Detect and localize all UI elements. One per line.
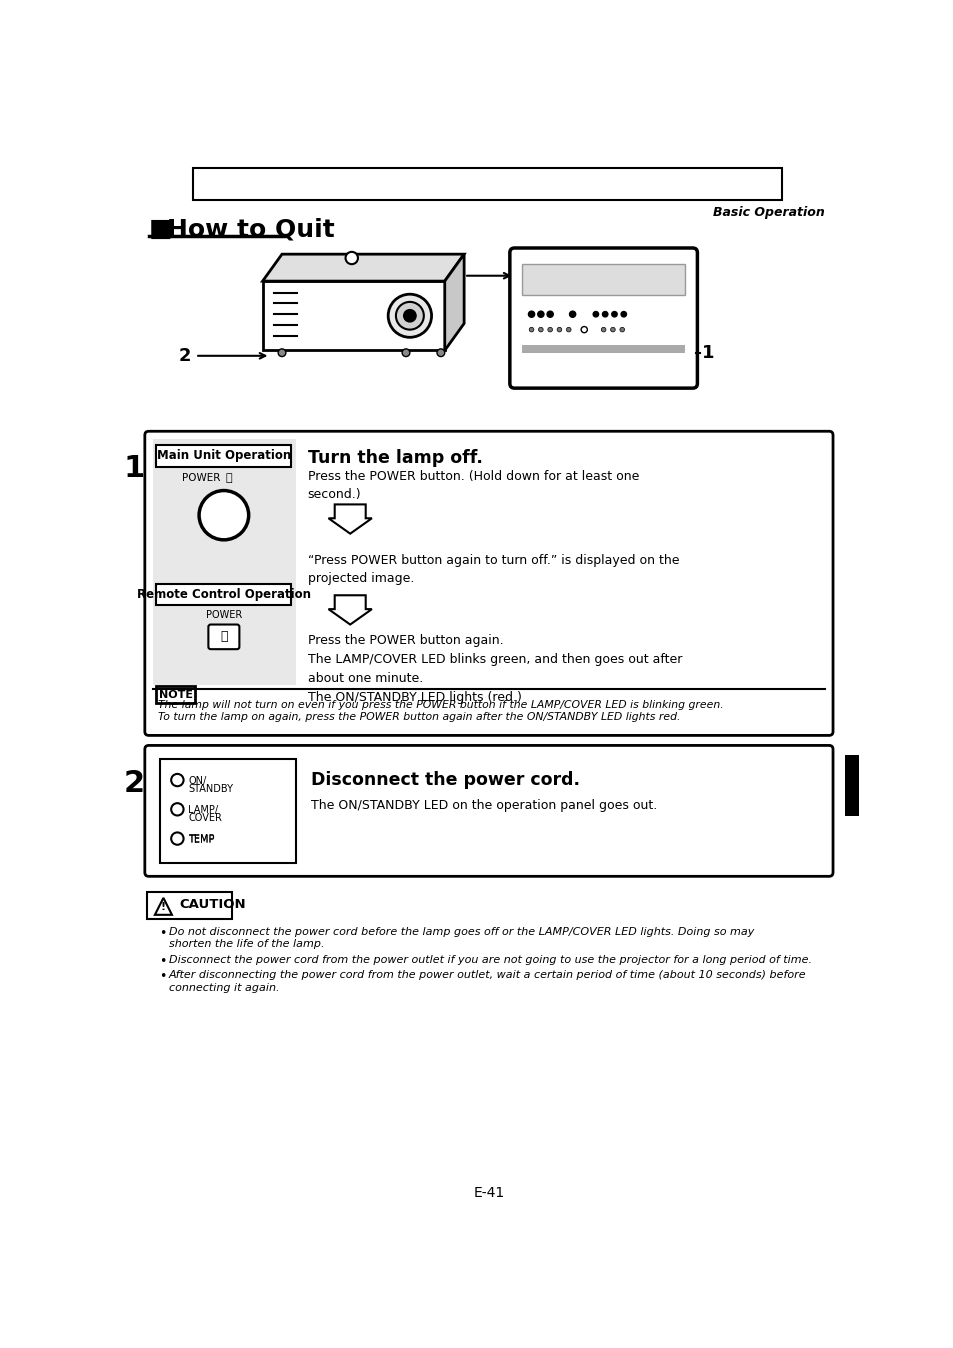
Circle shape (557, 328, 561, 332)
Circle shape (395, 302, 423, 330)
Text: connecting it again.: connecting it again. (169, 983, 279, 992)
FancyBboxPatch shape (152, 439, 295, 682)
FancyBboxPatch shape (152, 439, 295, 682)
FancyBboxPatch shape (145, 431, 832, 736)
FancyBboxPatch shape (509, 248, 697, 388)
Circle shape (436, 349, 444, 357)
Circle shape (580, 326, 587, 333)
Circle shape (620, 311, 626, 317)
Circle shape (388, 294, 431, 337)
Circle shape (345, 252, 357, 264)
Text: Main Unit Operation: Main Unit Operation (156, 449, 291, 462)
Bar (843, 755, 858, 817)
Text: Disconnect the power cord from the power outlet if you are not going to use the : Disconnect the power cord from the power… (169, 954, 811, 965)
Circle shape (602, 311, 607, 317)
Polygon shape (328, 596, 372, 624)
Polygon shape (444, 255, 464, 350)
Text: TEMP: TEMP (188, 834, 214, 845)
Circle shape (403, 310, 416, 322)
Text: ■: ■ (149, 217, 172, 241)
Text: !: ! (161, 902, 166, 913)
FancyBboxPatch shape (152, 439, 295, 728)
Text: ⏻: ⏻ (220, 631, 228, 643)
Text: Remote Control Operation: Remote Control Operation (136, 588, 311, 601)
Text: shorten the life of the lamp.: shorten the life of the lamp. (169, 940, 324, 949)
Text: •: • (159, 927, 167, 940)
Text: E-41: E-41 (473, 1186, 504, 1200)
FancyBboxPatch shape (160, 759, 295, 863)
Text: 2: 2 (178, 346, 192, 365)
Text: ON/: ON/ (188, 776, 206, 786)
Polygon shape (262, 282, 444, 350)
Circle shape (619, 328, 624, 332)
Circle shape (278, 349, 286, 357)
Text: COVER: COVER (188, 813, 222, 824)
FancyBboxPatch shape (208, 624, 239, 650)
Polygon shape (262, 255, 464, 282)
Text: ⏻: ⏻ (225, 473, 232, 483)
Text: TEMP: TEMP (188, 833, 214, 844)
Circle shape (569, 311, 575, 317)
FancyBboxPatch shape (193, 168, 781, 201)
Text: 2: 2 (124, 768, 145, 798)
Text: Turn the lamp off.: Turn the lamp off. (307, 449, 482, 466)
Circle shape (402, 349, 410, 357)
Text: The lamp will not turn on even if you press the POWER button if the LAMP/COVER L: The lamp will not turn on even if you pr… (158, 700, 723, 721)
Circle shape (610, 328, 615, 332)
Circle shape (537, 311, 543, 317)
Circle shape (529, 328, 534, 332)
Text: Press the POWER button again.
The LAMP/COVER LED blinks green, and then goes out: Press the POWER button again. The LAMP/C… (307, 634, 681, 704)
Circle shape (528, 311, 534, 317)
Text: CAUTION: CAUTION (179, 898, 246, 910)
Text: Basic Operation: Basic Operation (712, 206, 823, 220)
FancyBboxPatch shape (156, 584, 291, 605)
Text: •: • (159, 971, 167, 983)
Text: How to Quit: How to Quit (167, 217, 335, 241)
FancyBboxPatch shape (147, 892, 232, 919)
Text: Press the POWER button. (Hold down for at least one
second.): Press the POWER button. (Hold down for a… (307, 469, 639, 500)
FancyBboxPatch shape (152, 439, 295, 685)
Circle shape (547, 328, 552, 332)
Text: 1: 1 (701, 344, 714, 361)
FancyBboxPatch shape (145, 745, 832, 876)
Text: Do not disconnect the power cord before the lamp goes off or the LAMP/COVER LED : Do not disconnect the power cord before … (169, 927, 754, 937)
FancyBboxPatch shape (152, 439, 824, 728)
Text: •: • (159, 954, 167, 968)
FancyBboxPatch shape (521, 264, 684, 295)
Circle shape (537, 328, 542, 332)
Text: Disconnect the power cord.: Disconnect the power cord. (311, 771, 579, 789)
Text: The ON/STANDBY LED on the operation panel goes out.: The ON/STANDBY LED on the operation pane… (311, 799, 657, 813)
Text: LAMP/: LAMP/ (188, 806, 218, 816)
Circle shape (611, 311, 617, 317)
Text: POWER: POWER (206, 609, 242, 620)
Circle shape (171, 833, 183, 845)
Circle shape (546, 311, 553, 317)
Circle shape (171, 803, 183, 816)
Circle shape (593, 311, 598, 317)
FancyBboxPatch shape (156, 445, 291, 466)
Polygon shape (154, 898, 172, 915)
Polygon shape (328, 504, 372, 534)
Circle shape (199, 491, 249, 539)
Circle shape (600, 328, 605, 332)
Text: STANDBY: STANDBY (188, 785, 233, 794)
FancyBboxPatch shape (156, 686, 195, 704)
Text: NOTE: NOTE (158, 690, 193, 700)
Text: After disconnecting the power cord from the power outlet, wait a certain period : After disconnecting the power cord from … (169, 971, 805, 980)
Text: “Press POWER button again to turn off.” is displayed on the
projected image.: “Press POWER button again to turn off.” … (307, 554, 679, 585)
FancyBboxPatch shape (521, 345, 684, 353)
Circle shape (566, 328, 571, 332)
Text: POWER: POWER (181, 473, 220, 483)
Circle shape (171, 774, 183, 786)
Text: 1: 1 (124, 454, 145, 484)
